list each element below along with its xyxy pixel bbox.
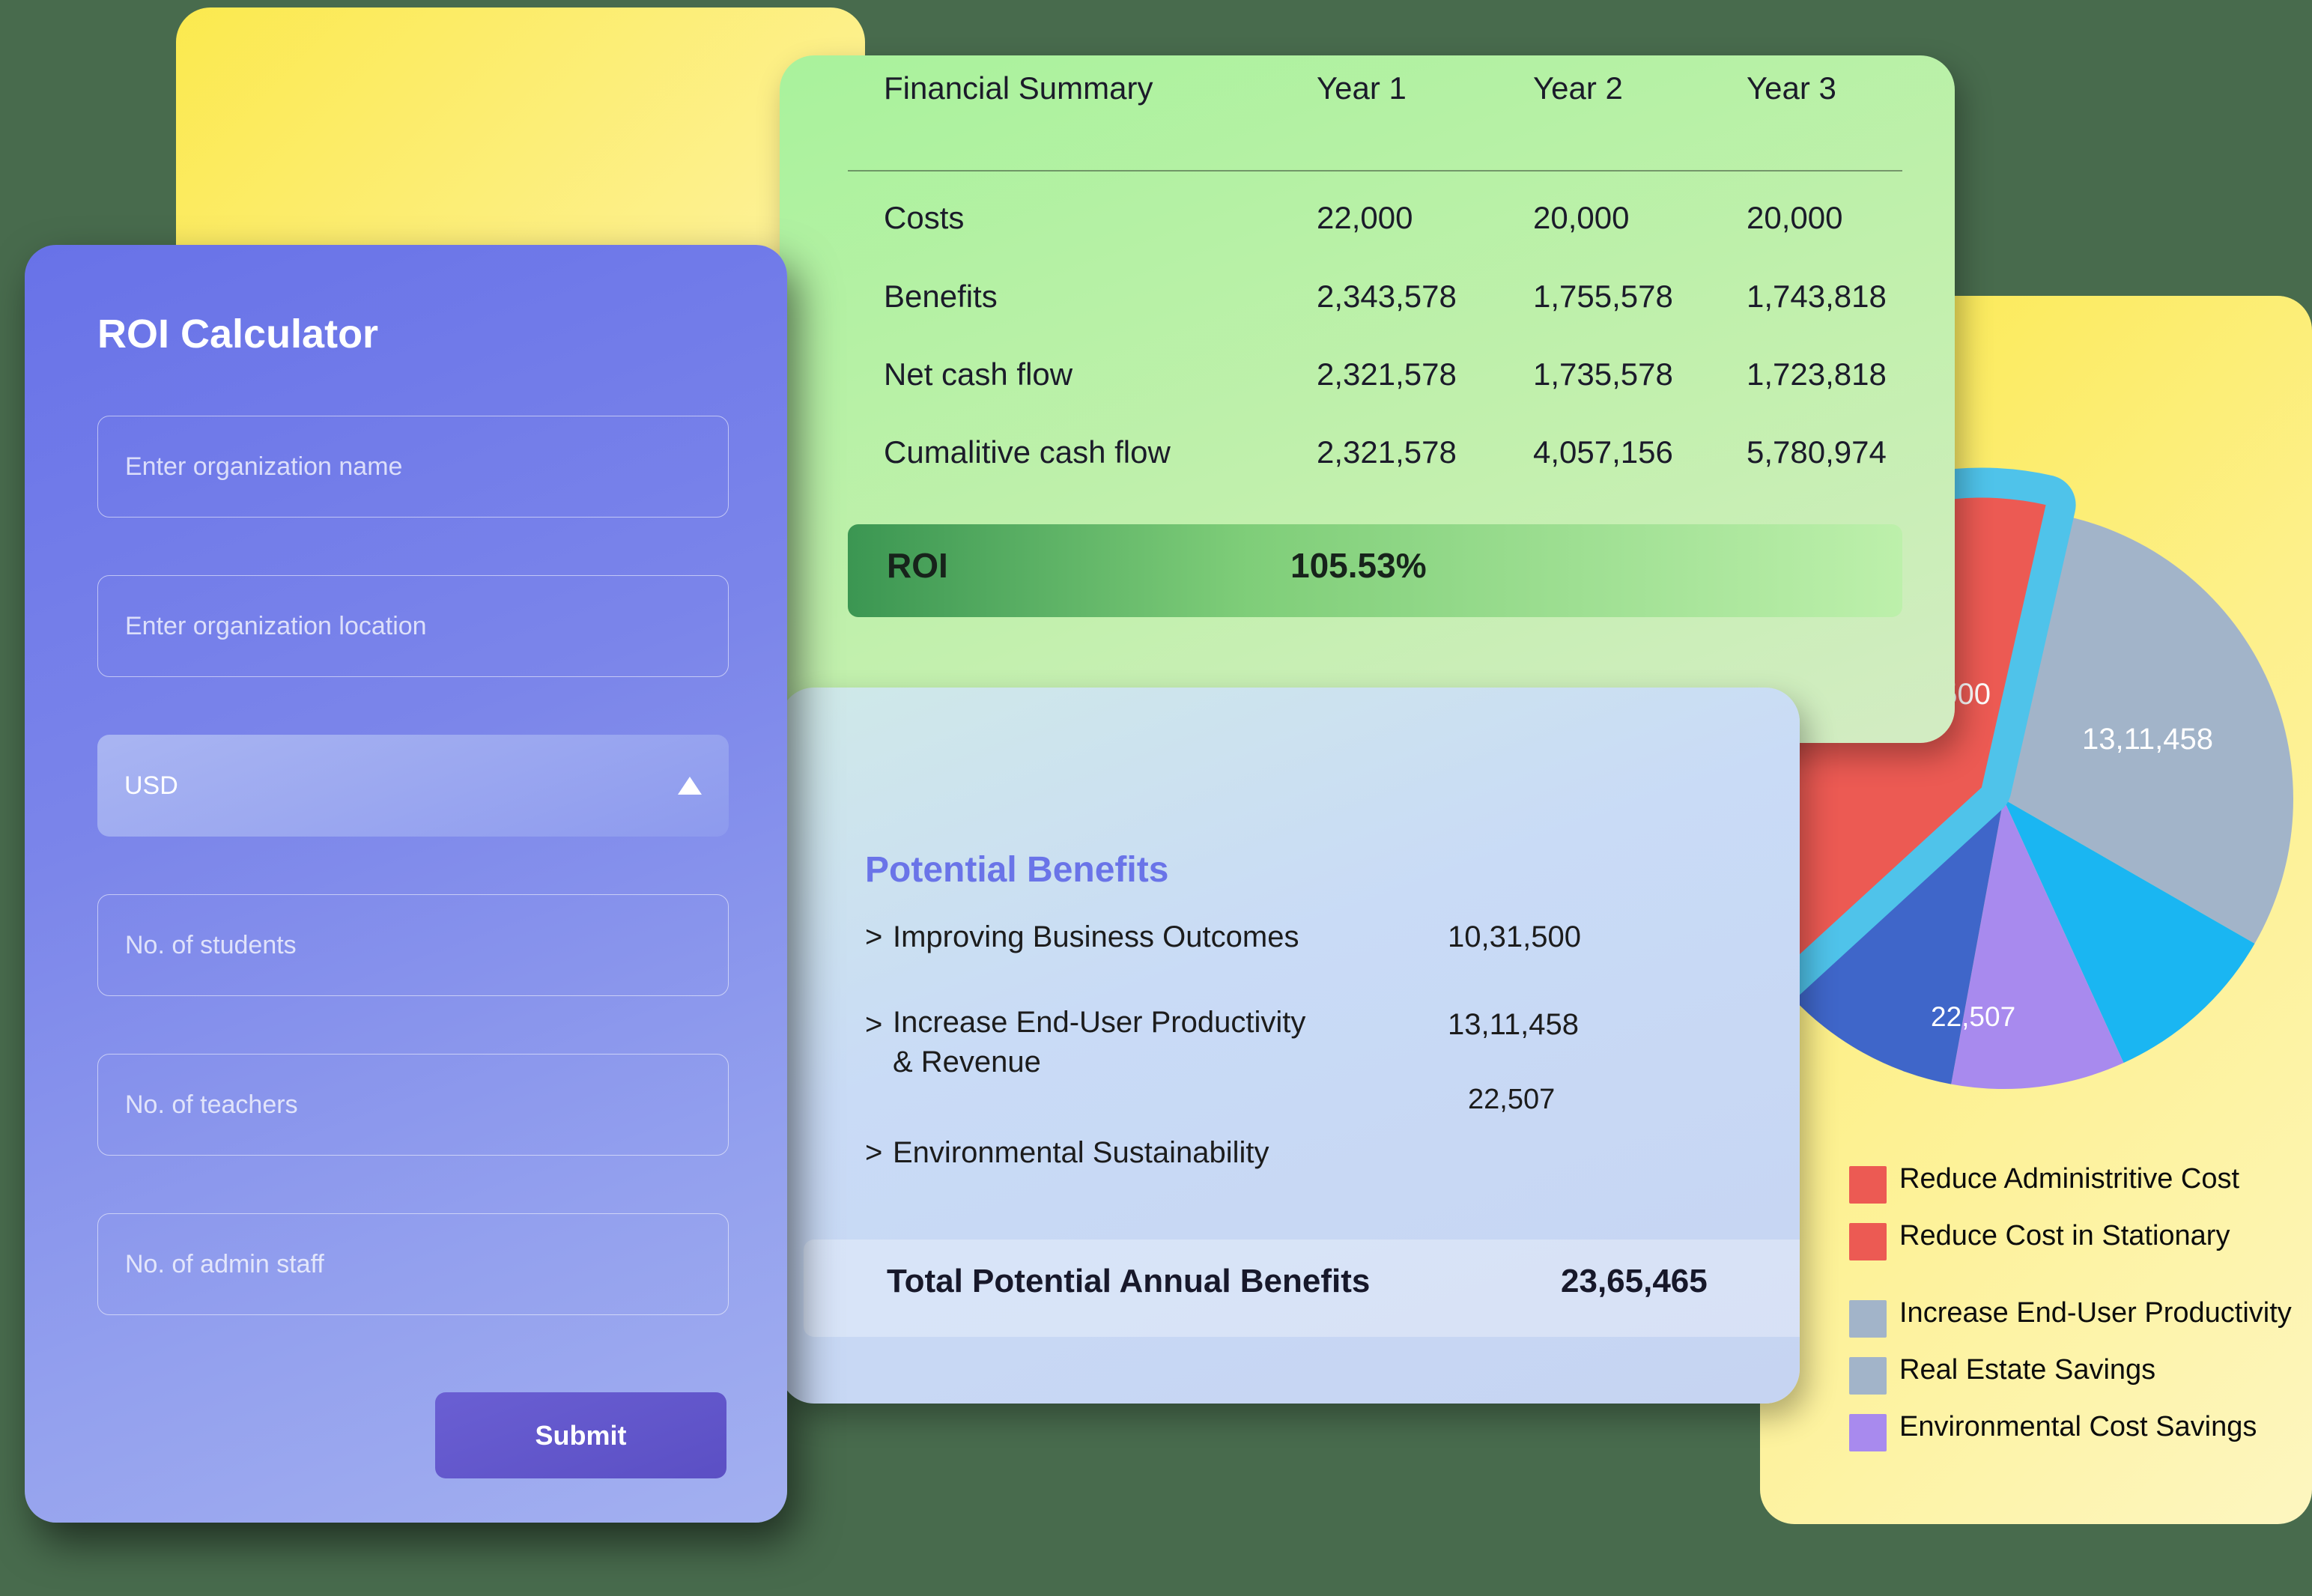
svg-text:22,507: 22,507: [1931, 1001, 2015, 1032]
svg-text:13,11,458: 13,11,458: [2082, 723, 2213, 756]
